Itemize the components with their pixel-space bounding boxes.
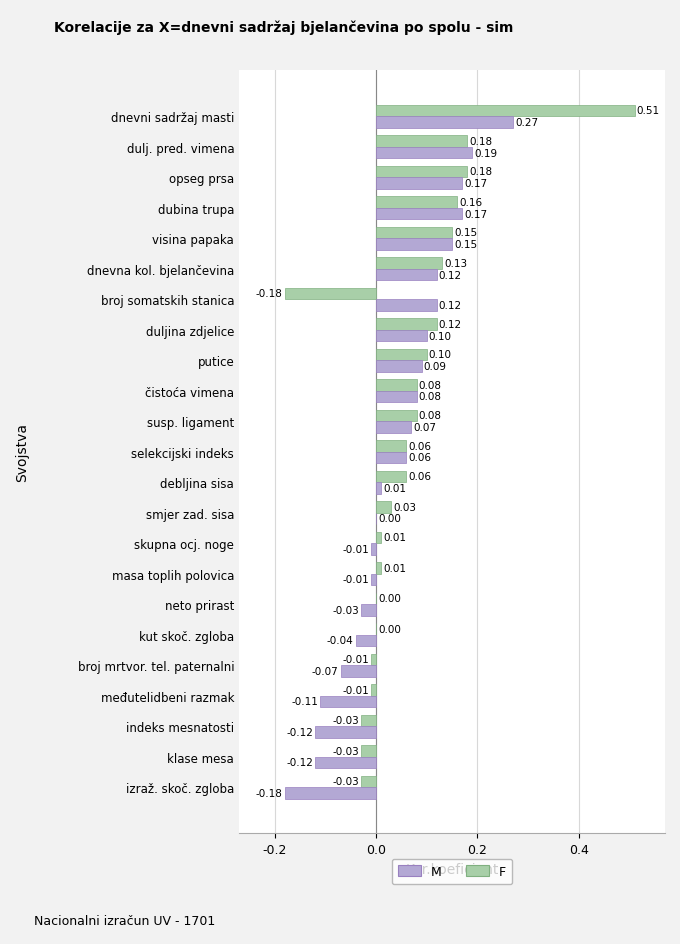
Bar (376, 239, 452, 250)
Bar (285, 787, 376, 799)
Text: 0.08: 0.08 (419, 411, 441, 421)
Text: 0.12: 0.12 (439, 270, 462, 280)
Text: -0.03: -0.03 (332, 716, 359, 726)
Bar (376, 147, 473, 160)
Text: 0.03: 0.03 (393, 502, 416, 513)
Bar (376, 106, 634, 117)
Text: 0.08: 0.08 (419, 392, 441, 402)
Bar (376, 269, 437, 281)
Text: -0.01: -0.01 (342, 655, 369, 665)
Bar (361, 745, 376, 757)
Bar (376, 482, 381, 495)
Text: 0.06: 0.06 (409, 453, 431, 463)
Text: 0.17: 0.17 (464, 178, 488, 189)
Text: 0.15: 0.15 (454, 228, 477, 238)
Text: 0.07: 0.07 (413, 423, 437, 432)
Text: 0.01: 0.01 (383, 483, 406, 494)
Bar (376, 422, 411, 433)
Bar (376, 209, 462, 220)
Bar (371, 574, 376, 585)
Bar (285, 288, 376, 300)
X-axis label: Kor.koeficient: Kor.koeficient (405, 862, 498, 876)
Bar (371, 684, 376, 696)
Bar (376, 361, 422, 372)
Text: 0.10: 0.10 (428, 350, 452, 360)
Text: 0.00: 0.00 (378, 594, 401, 604)
Bar (376, 300, 437, 312)
Bar (315, 726, 376, 738)
Text: -0.18: -0.18 (256, 788, 283, 798)
Bar (376, 471, 407, 482)
Bar (371, 654, 376, 666)
Text: 0.06: 0.06 (409, 442, 431, 451)
Bar (376, 178, 462, 190)
Text: 0.18: 0.18 (469, 167, 492, 177)
Bar (376, 501, 391, 514)
Text: 0.10: 0.10 (428, 331, 452, 341)
Text: 0.15: 0.15 (454, 240, 477, 250)
Text: -0.11: -0.11 (291, 697, 318, 707)
Bar (376, 117, 513, 128)
Text: 0.01: 0.01 (383, 532, 406, 543)
Legend: M, F: M, F (392, 859, 512, 885)
Bar (356, 635, 376, 647)
Bar (376, 392, 417, 403)
Text: 0.17: 0.17 (464, 210, 488, 219)
Text: 0.00: 0.00 (378, 514, 401, 524)
Text: 0.06: 0.06 (409, 472, 431, 481)
Text: -0.03: -0.03 (332, 605, 359, 615)
Bar (361, 604, 376, 616)
Text: 0.13: 0.13 (444, 259, 467, 269)
Text: 0.00: 0.00 (378, 624, 401, 634)
Text: 0.12: 0.12 (439, 320, 462, 329)
Text: 0.16: 0.16 (459, 197, 482, 208)
Text: 0.18: 0.18 (469, 137, 492, 147)
Bar (361, 776, 376, 787)
Bar (371, 544, 376, 555)
Bar (376, 563, 381, 574)
Bar (376, 349, 426, 361)
Text: -0.03: -0.03 (332, 777, 359, 786)
Text: 0.12: 0.12 (439, 301, 462, 311)
Bar (376, 228, 452, 239)
Text: -0.12: -0.12 (286, 727, 313, 737)
Text: -0.07: -0.07 (311, 666, 339, 676)
Bar (341, 666, 376, 677)
Bar (376, 532, 381, 544)
Bar (320, 696, 376, 707)
Bar (376, 452, 407, 464)
Text: 0.09: 0.09 (424, 362, 447, 372)
Text: 0.01: 0.01 (383, 564, 406, 573)
Text: -0.04: -0.04 (327, 635, 354, 646)
Bar (376, 441, 407, 452)
Bar (376, 258, 442, 269)
Text: 0.19: 0.19 (475, 148, 498, 159)
Text: Korelacije za X=dnevni sadržaj bjelančevina po spolu - sim: Korelacije za X=dnevni sadržaj bjelančev… (54, 21, 514, 35)
Text: 0.27: 0.27 (515, 118, 538, 127)
Bar (376, 411, 417, 422)
Bar (376, 166, 467, 178)
Text: Nacionalni izračun UV - 1701: Nacionalni izračun UV - 1701 (34, 914, 216, 927)
Bar (376, 330, 426, 342)
Bar (376, 319, 437, 330)
Bar (376, 136, 467, 147)
Text: -0.03: -0.03 (332, 746, 359, 756)
Text: 0.51: 0.51 (636, 107, 660, 116)
Text: -0.01: -0.01 (342, 575, 369, 585)
Text: -0.18: -0.18 (256, 289, 283, 299)
Bar (376, 197, 457, 209)
Text: -0.01: -0.01 (342, 685, 369, 695)
Text: -0.12: -0.12 (286, 758, 313, 767)
Bar (315, 757, 376, 768)
Y-axis label: Svojstva: Svojstva (15, 423, 29, 481)
Text: -0.01: -0.01 (342, 545, 369, 554)
Bar (376, 379, 417, 392)
Text: 0.08: 0.08 (419, 380, 441, 391)
Bar (361, 715, 376, 726)
